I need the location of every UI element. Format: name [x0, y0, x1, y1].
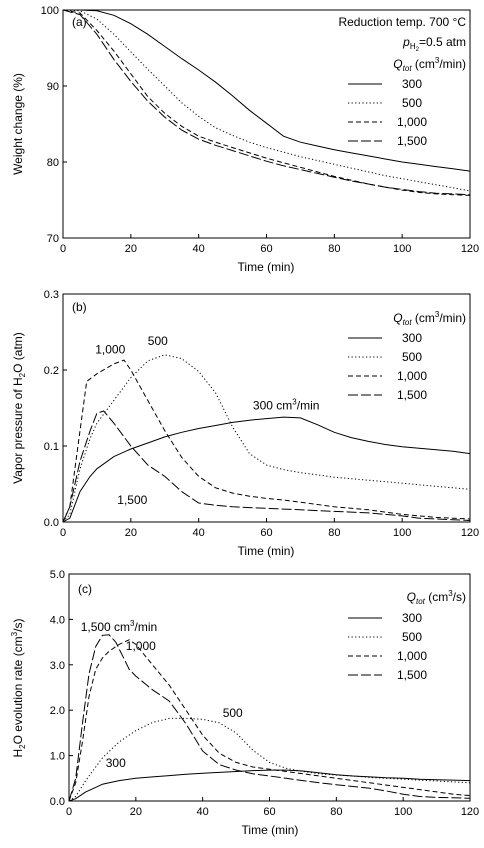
panel-a-y-tick-label: 100 — [41, 5, 59, 17]
panel-c-annotation: 1,500 cm3/min — [81, 619, 157, 634]
panel-a-legend-label-1500: 1,500 — [397, 134, 427, 148]
panel-b-series-1000-line — [62, 359, 471, 523]
panel-a-series-500-line — [62, 9, 471, 192]
panel-b-legend-label-1000: 1,000 — [397, 369, 427, 383]
panel-c-plot-area — [68, 573, 471, 802]
panel-b-series-1500-line — [62, 410, 471, 523]
panel-c-x-tick-label: 80 — [330, 806, 342, 818]
panel-b-series-lines — [62, 354, 471, 523]
panel-b-y-tick-label: 0.0 — [44, 517, 59, 529]
panel-c-y-tick-label: 2.0 — [50, 705, 65, 717]
panel-c-series-1000-line — [68, 639, 471, 802]
panel-b-y-tick-label: 0.1 — [44, 441, 59, 453]
panel-b-legend: 300 500 1,000 1,500 — [348, 331, 427, 402]
panel-a-x-tick-label: 0 — [60, 243, 66, 255]
panel-c-series-1500-line — [68, 634, 471, 802]
panel-b-x-axis-label: Time (min) — [238, 544, 295, 558]
panel-b-y-tick-label: 0.2 — [44, 365, 59, 377]
panel-a-x-tick-label: 60 — [260, 243, 272, 255]
panel-b-legend-label-500: 500 — [402, 350, 422, 364]
panel-c-legend: 300 500 1,000 1,500 — [348, 611, 427, 682]
panel-a-x-tick-label: 40 — [193, 243, 205, 255]
panel-a-x-tick-label: 80 — [328, 243, 340, 255]
panel-a-series-300-line — [63, 9, 471, 172]
panel-a-label: (a) — [72, 15, 87, 29]
panel-b-x-tick-label: 60 — [260, 527, 272, 539]
panel-b-series-300-line — [62, 416, 471, 523]
panel-b-annotation: 1,000 — [95, 342, 125, 356]
panel-b-chart: 0 20 40 60 80 100 120 0.0 0.1 0.2 0.3 (b) Vapor pr… — [11, 289, 479, 558]
panel-b-y-tick-label: 0.3 — [44, 289, 59, 301]
panel-b-x-tick-label: 20 — [125, 527, 137, 539]
panel-b-legend-label-1500: 1,500 — [397, 388, 427, 402]
panel-b-x-tick-label: 100 — [393, 527, 411, 539]
panel-c-x-tick-label: 40 — [197, 806, 209, 818]
panel-c-label: (c) — [78, 582, 92, 596]
panel-c-y-tick-label: 5.0 — [50, 569, 65, 581]
panel-b-annotations: 1,000 500 300 cm3/min 1,500 — [95, 334, 319, 507]
panel-b-y-axis-label: Vapor pressure of H2O (atm) — [11, 332, 27, 484]
panel-c-x-tick-label: 60 — [263, 806, 275, 818]
panel-a-x-axis-label: Time (min) — [238, 260, 295, 274]
panel-c-y-tick-label: 0.0 — [50, 796, 65, 808]
panel-b-ticks: 0 20 40 60 80 100 120 0.0 0.1 0.2 0.3 — [44, 289, 479, 539]
panel-b-x-tick-label: 40 — [193, 527, 205, 539]
panel-c-x-tick-label: 100 — [394, 806, 412, 818]
panel-a-legend-label-1000: 1,000 — [397, 115, 427, 129]
panel-c-legend-label-1500: 1,500 — [397, 668, 427, 682]
panel-b-annotation: 500 — [148, 334, 168, 348]
panel-c-series-lines — [68, 634, 471, 802]
panel-c-annotations: 1,500 cm3/min 1,000 500 300 — [81, 619, 243, 770]
panel-a-ticks: 0 20 40 60 80 100 120 70 80 90 100 — [41, 5, 480, 255]
panel-c-x-tick-label: 20 — [130, 806, 142, 818]
panel-a-y-tick-label: 70 — [47, 233, 59, 245]
panel-c-legend-label-1000: 1,000 — [397, 649, 427, 663]
panel-c-y-tick-label: 3.0 — [50, 660, 65, 672]
panel-a-legend: 300 500 1,000 1,500 — [348, 77, 427, 148]
panel-a-legend-title: Qtot (cm3/min) — [393, 56, 466, 73]
panel-a-x-tick-label: 100 — [393, 243, 411, 255]
panel-a-y-tick-label: 90 — [47, 81, 59, 93]
panel-c-legend-label-300: 300 — [402, 611, 422, 625]
panel-c-x-tick-label: 0 — [66, 806, 72, 818]
panel-b-x-tick-label: 0 — [60, 527, 66, 539]
panel-a-series-1000-line — [62, 9, 471, 196]
panel-c-series-300-line — [68, 769, 471, 802]
panel-c-annotation: 1,000 — [126, 639, 156, 653]
panel-c-series-500-line — [68, 717, 471, 802]
panel-b-legend-label-300: 300 — [402, 331, 422, 345]
panel-c-x-tick-label: 120 — [461, 806, 479, 818]
panel-c-ticks: 0 20 40 60 80 100 120 0.0 1.0 2.0 3.0 4.0 5.0 — [50, 569, 479, 818]
panel-c-legend-label-500: 500 — [402, 630, 422, 644]
panel-a-x-tick-label: 20 — [125, 243, 137, 255]
panel-b-x-tick-label: 80 — [328, 527, 340, 539]
panel-a-series-lines — [62, 9, 471, 196]
panel-a-legend-label-300: 300 — [402, 77, 422, 91]
panel-a-condition-pressure: pH2=0.5 atm — [402, 35, 466, 53]
panel-a-chart: 0 20 40 60 80 100 120 70 80 90 100 (a) Weight chan… — [11, 5, 479, 274]
panel-a-x-tick-label: 120 — [461, 243, 479, 255]
panel-c-annotation: 300 — [106, 756, 126, 770]
panel-b-x-tick-label: 120 — [461, 527, 479, 539]
panel-a-series-1500-line — [62, 9, 471, 196]
panel-a-legend-label-500: 500 — [402, 96, 422, 110]
panel-c-y-tick-label: 4.0 — [50, 614, 65, 626]
panel-b-label: (b) — [72, 300, 87, 314]
panel-c-annotation: 500 — [223, 706, 243, 720]
panel-c-legend-title: Qtot (cm3/s) — [407, 589, 466, 606]
panel-a-condition-temperature: Reduction temp. 700 °C — [338, 15, 466, 29]
panel-b-annotation: 300 cm3/min — [253, 398, 319, 413]
panel-b-annotation: 1,500 — [117, 493, 147, 507]
panel-a-y-axis-label: Weight change (%) — [11, 73, 25, 175]
panel-b-legend-title: Qtot (cm3/min) — [393, 310, 466, 327]
panel-c-x-axis-label: Time (min) — [242, 823, 299, 837]
panel-a-y-tick-label: 80 — [47, 157, 59, 169]
panel-c-y-tick-label: 1.0 — [50, 751, 65, 763]
panel-c-y-axis-label: H2O evolution rate (cm3/s) — [10, 619, 27, 758]
panel-c-chart: 0 20 40 60 80 100 120 0.0 1.0 2.0 3.0 4.0 5.0 (c) H2… — [10, 569, 479, 837]
